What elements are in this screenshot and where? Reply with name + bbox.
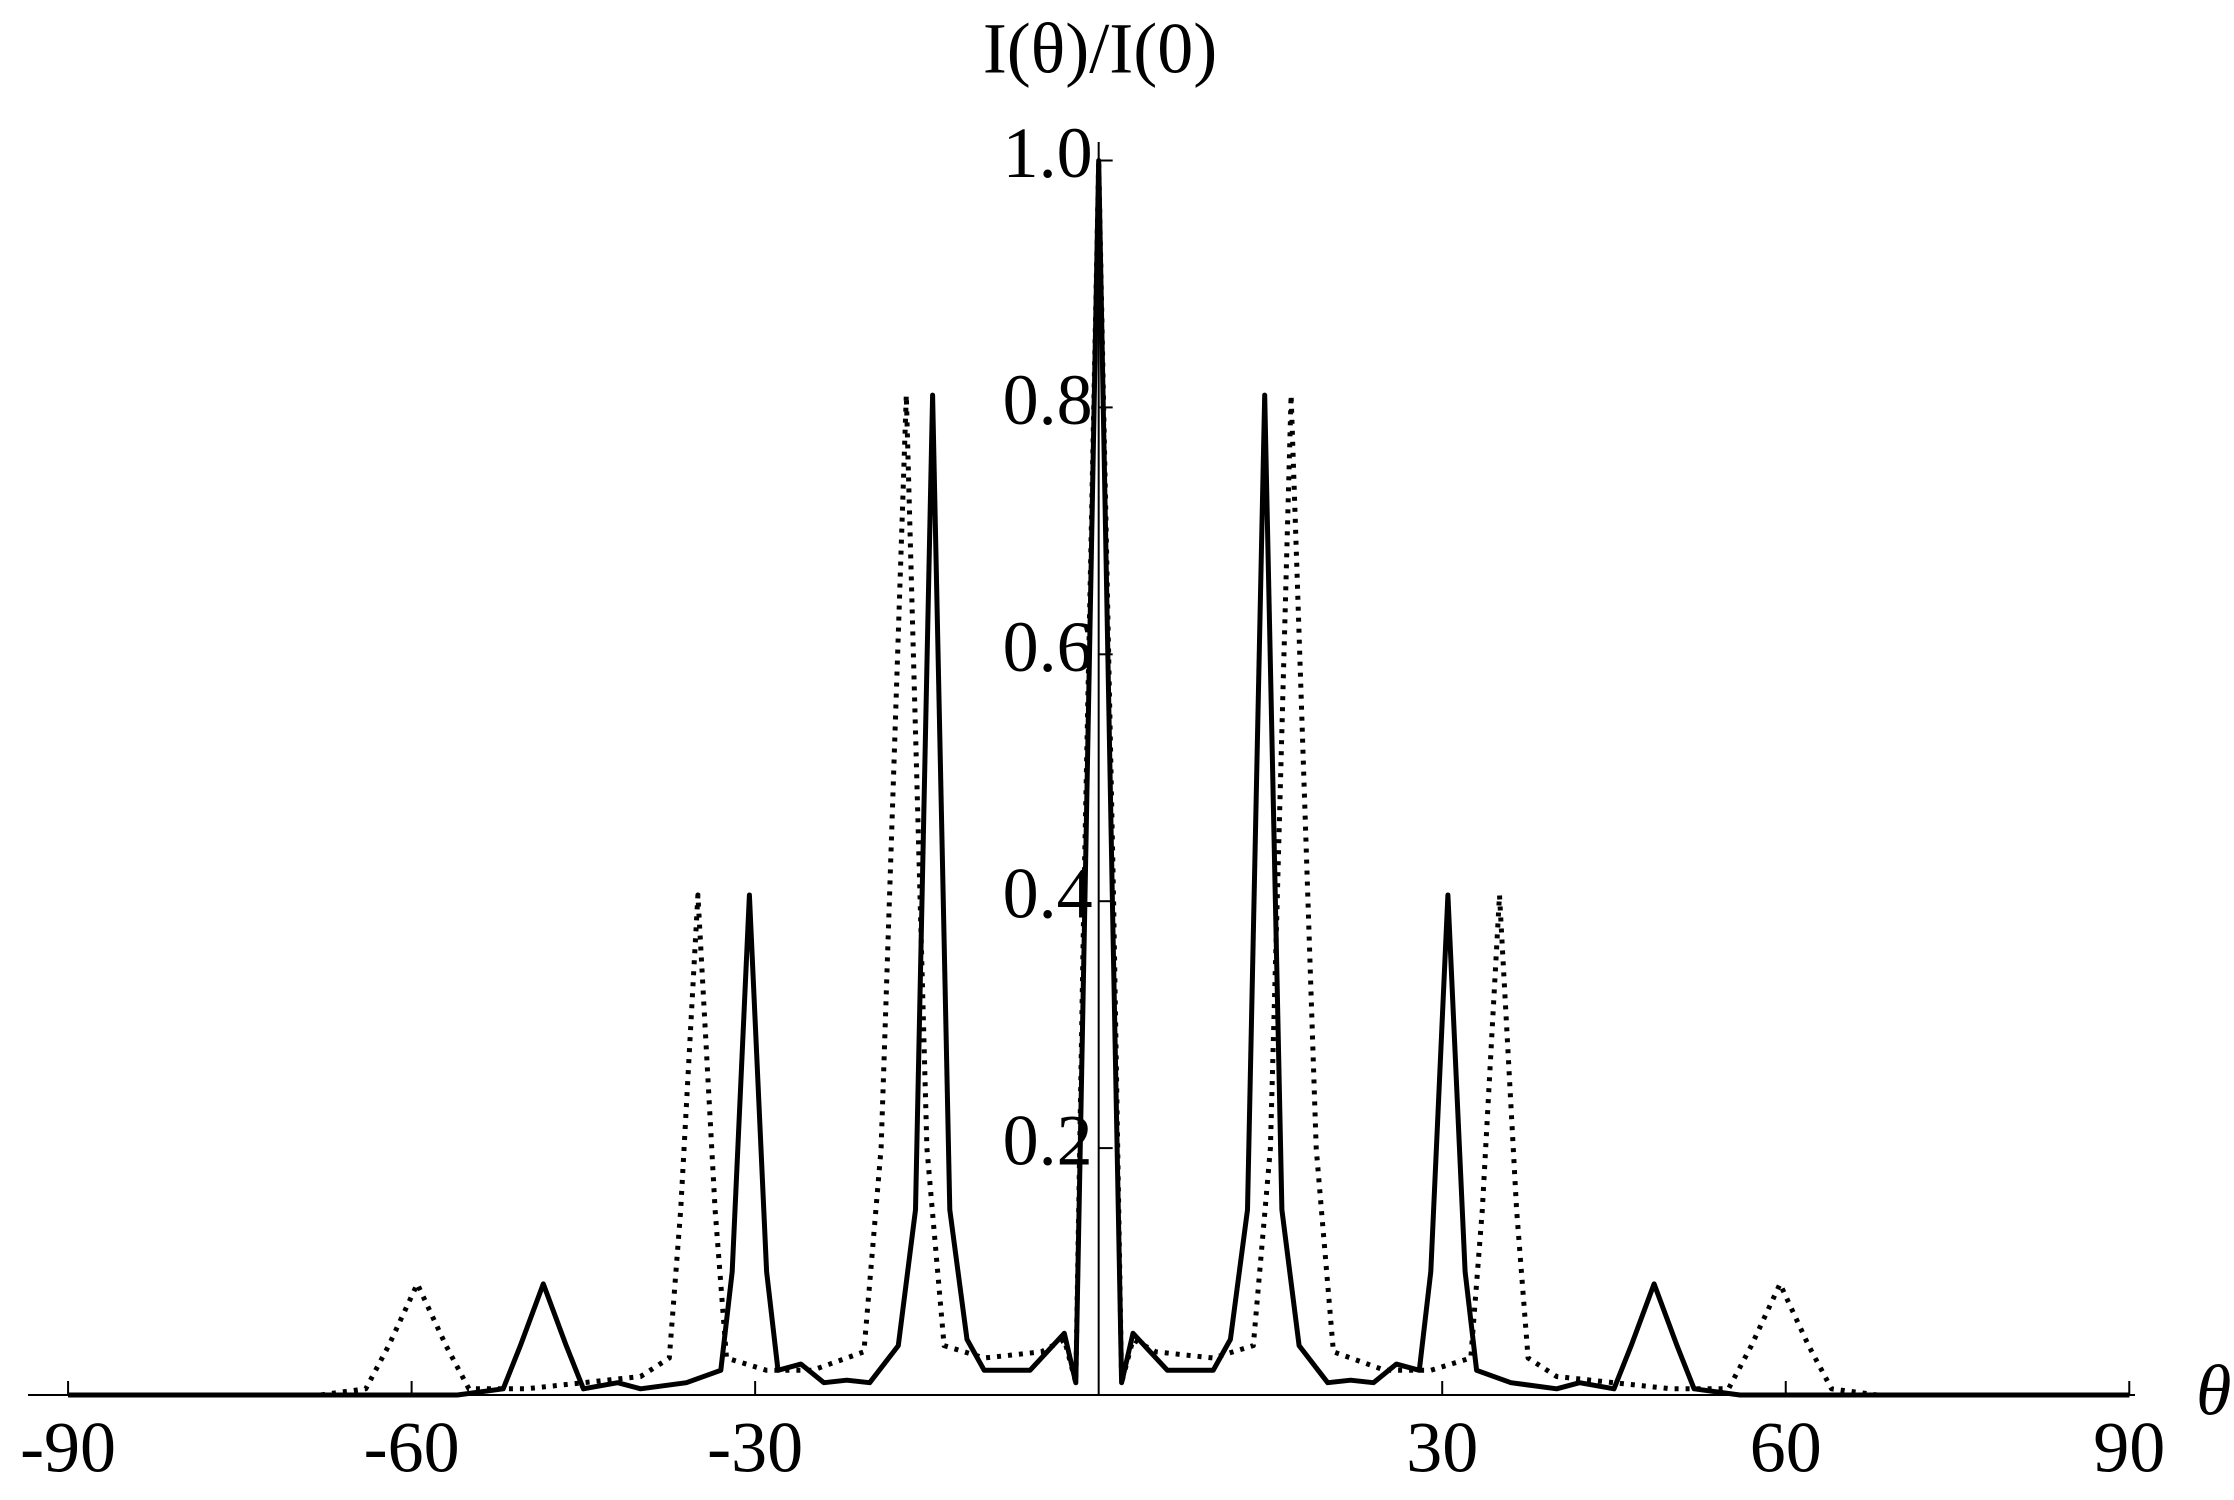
series-line (68, 158, 2130, 1398)
series-line (68, 158, 2130, 1398)
x-tick-label: -60 (364, 1408, 460, 1488)
x-tick-label: -90 (20, 1408, 116, 1488)
x-tick-label: 60 (1750, 1408, 1822, 1488)
x-axis-label: θ (2196, 1351, 2231, 1431)
y-axis-label: I(θ)/I(0) (983, 9, 1217, 89)
x-tick-label: 30 (1406, 1408, 1478, 1488)
x-tick-label: -30 (707, 1408, 803, 1488)
y-tick-label: 0.6 (1003, 607, 1093, 687)
x-tick-label: 90 (2093, 1408, 2165, 1488)
y-tick-label: 0.8 (1003, 360, 1093, 440)
y-tick-label: 1.0 (1003, 113, 1093, 193)
y-tick-label: 0.4 (1003, 854, 1093, 934)
